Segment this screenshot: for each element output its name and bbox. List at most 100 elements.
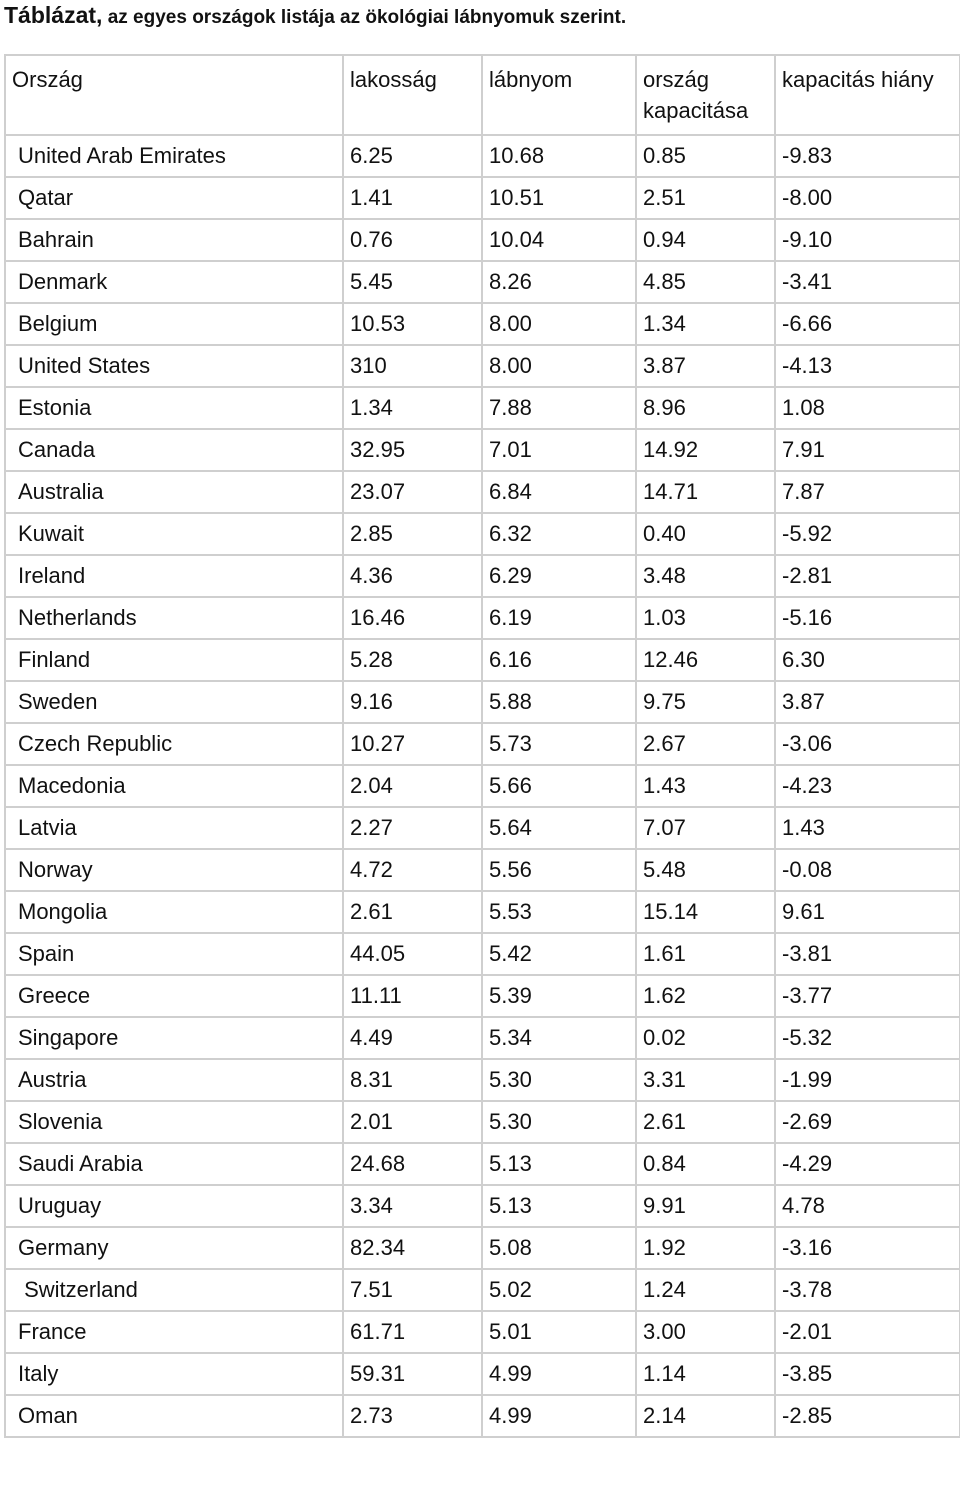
cell-capacity: 12.46 — [635, 638, 776, 682]
header-deficit: kapacitás hiány — [774, 54, 960, 136]
cell-deficit: -4.23 — [774, 764, 960, 808]
table-row: Qatar 1.41 10.51 2.51 -8.00 — [4, 176, 960, 220]
cell-capacity: 2.67 — [635, 722, 776, 766]
table-row: Germany 82.34 5.08 1.92 -3.16 — [4, 1226, 960, 1270]
cell-population: 2.27 — [342, 806, 483, 850]
cell-footprint: 5.39 — [481, 974, 637, 1018]
header-row: Ország lakosság lábnyom ország kapacitás… — [4, 54, 960, 136]
table-row: Latvia 2.27 5.64 7.07 1.43 — [4, 806, 960, 850]
cell-capacity: 4.85 — [635, 260, 776, 304]
cell-capacity: 1.92 — [635, 1226, 776, 1270]
caption-text: az egyes országok listája az ökológiai l… — [102, 7, 627, 28]
cell-country: Canada — [4, 428, 344, 472]
cell-footprint: 5.34 — [481, 1016, 637, 1060]
cell-capacity: 1.14 — [635, 1352, 776, 1396]
cell-population: 2.73 — [342, 1394, 483, 1438]
cell-capacity: 0.84 — [635, 1142, 776, 1186]
cell-capacity: 1.24 — [635, 1268, 776, 1312]
cell-population: 4.36 — [342, 554, 483, 598]
table-row: Italy 59.31 4.99 1.14 -3.85 — [4, 1352, 960, 1396]
cell-capacity: 5.48 — [635, 848, 776, 892]
cell-capacity: 3.00 — [635, 1310, 776, 1354]
cell-capacity: 7.07 — [635, 806, 776, 850]
table-row: Norway 4.72 5.56 5.48 -0.08 — [4, 848, 960, 892]
cell-population: 44.05 — [342, 932, 483, 976]
cell-deficit: 9.61 — [774, 890, 960, 934]
cell-country: Austria — [4, 1058, 344, 1102]
cell-capacity: 1.61 — [635, 932, 776, 976]
table-row: Australia 23.07 6.84 14.71 7.87 — [4, 470, 960, 514]
cell-population: 2.04 — [342, 764, 483, 808]
cell-footprint: 10.68 — [481, 134, 637, 178]
cell-population: 5.45 — [342, 260, 483, 304]
cell-footprint: 6.16 — [481, 638, 637, 682]
cell-population: 10.27 — [342, 722, 483, 766]
cell-country: Belgium — [4, 302, 344, 346]
cell-footprint: 7.88 — [481, 386, 637, 430]
footprint-table: Ország lakosság lábnyom ország kapacitás… — [4, 54, 960, 1438]
table-row: Singapore 4.49 5.34 0.02 -5.32 — [4, 1016, 960, 1060]
cell-deficit: 1.08 — [774, 386, 960, 430]
cell-country: United Arab Emirates — [4, 134, 344, 178]
cell-deficit: -3.06 — [774, 722, 960, 766]
cell-deficit: -5.92 — [774, 512, 960, 556]
cell-country: Macedonia — [4, 764, 344, 808]
cell-country: Mongolia — [4, 890, 344, 934]
table-row: Finland 5.28 6.16 12.46 6.30 — [4, 638, 960, 682]
cell-deficit: 6.30 — [774, 638, 960, 682]
cell-footprint: 5.08 — [481, 1226, 637, 1270]
cell-population: 32.95 — [342, 428, 483, 472]
header-capacity: ország kapacitása — [635, 54, 776, 136]
cell-capacity: 1.03 — [635, 596, 776, 640]
table-row: Mongolia 2.61 5.53 15.14 9.61 — [4, 890, 960, 934]
cell-footprint: 5.30 — [481, 1100, 637, 1144]
cell-capacity: 3.48 — [635, 554, 776, 598]
table-row: Macedonia 2.04 5.66 1.43 -4.23 — [4, 764, 960, 808]
cell-country: Australia — [4, 470, 344, 514]
cell-footprint: 10.04 — [481, 218, 637, 262]
cell-population: 4.72 — [342, 848, 483, 892]
cell-country: Italy — [4, 1352, 344, 1396]
cell-deficit: -3.81 — [774, 932, 960, 976]
cell-footprint: 10.51 — [481, 176, 637, 220]
cell-deficit: 3.87 — [774, 680, 960, 724]
header-footprint: lábnyom — [481, 54, 637, 136]
table-row: Estonia 1.34 7.88 8.96 1.08 — [4, 386, 960, 430]
cell-deficit: 7.91 — [774, 428, 960, 472]
cell-population: 2.61 — [342, 890, 483, 934]
cell-deficit: 1.43 — [774, 806, 960, 850]
caption-lead: Táblázat, — [4, 2, 103, 28]
cell-capacity: 1.34 — [635, 302, 776, 346]
cell-deficit: -3.78 — [774, 1268, 960, 1312]
cell-capacity: 9.75 — [635, 680, 776, 724]
cell-capacity: 0.85 — [635, 134, 776, 178]
table-row: Slovenia 2.01 5.30 2.61 -2.69 — [4, 1100, 960, 1144]
table-row: Denmark 5.45 8.26 4.85 -3.41 — [4, 260, 960, 304]
cell-footprint: 5.01 — [481, 1310, 637, 1354]
cell-country: Kuwait — [4, 512, 344, 556]
table-header: Ország lakosság lábnyom ország kapacitás… — [4, 54, 960, 136]
cell-deficit: -5.16 — [774, 596, 960, 640]
cell-capacity: 14.92 — [635, 428, 776, 472]
cell-country: Norway — [4, 848, 344, 892]
table-row: Kuwait 2.85 6.32 0.40 -5.92 — [4, 512, 960, 556]
table-row: Austria 8.31 5.30 3.31 -1.99 — [4, 1058, 960, 1102]
cell-footprint: 8.26 — [481, 260, 637, 304]
cell-country: Uruguay — [4, 1184, 344, 1228]
cell-country: Latvia — [4, 806, 344, 850]
cell-footprint: 4.99 — [481, 1352, 637, 1396]
header-population: lakosság — [342, 54, 483, 136]
cell-deficit: -8.00 — [774, 176, 960, 220]
cell-population: 9.16 — [342, 680, 483, 724]
cell-population: 7.51 — [342, 1268, 483, 1312]
table-row: Oman 2.73 4.99 2.14 -2.85 — [4, 1394, 960, 1438]
table-row: Bahrain 0.76 10.04 0.94 -9.10 — [4, 218, 960, 262]
cell-country: Ireland — [4, 554, 344, 598]
cell-deficit: -3.77 — [774, 974, 960, 1018]
table-row: Spain 44.05 5.42 1.61 -3.81 — [4, 932, 960, 976]
cell-footprint: 5.30 — [481, 1058, 637, 1102]
cell-deficit: -9.83 — [774, 134, 960, 178]
cell-capacity: 2.14 — [635, 1394, 776, 1438]
cell-deficit: 4.78 — [774, 1184, 960, 1228]
cell-footprint: 5.88 — [481, 680, 637, 724]
